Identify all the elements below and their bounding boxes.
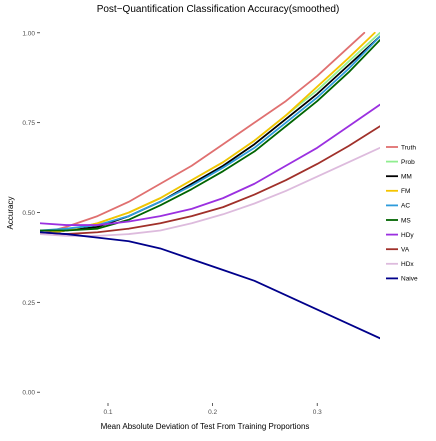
y-tick-label: 1.00 — [22, 30, 35, 37]
x-tick-label: 0.1 — [103, 409, 112, 416]
legend-label-naive: Naive — [401, 276, 418, 283]
series-line-hdx — [40, 146, 380, 237]
legend-label-mm: MM — [401, 174, 412, 181]
y-tick-label: 0.00 — [22, 390, 35, 397]
x-tick-label: 0.2 — [208, 409, 217, 416]
series-line-va — [40, 125, 380, 235]
legend-label-hdy: HDy — [401, 232, 414, 239]
x-axis: 0.1 0.2 0.3 — [103, 403, 322, 416]
legend-label-ms: MS — [401, 217, 411, 224]
x-tick-label: 0.3 — [313, 409, 322, 416]
legend-label-prob: Prob — [401, 159, 415, 166]
legend-label-ac: AC — [401, 203, 410, 210]
series-line-truth — [40, 31, 366, 235]
y-tick-label: 0.25 — [22, 300, 35, 307]
series-line-naive — [40, 231, 380, 340]
legend-label-truth: Truth — [401, 144, 416, 151]
series-line-ms — [40, 39, 380, 232]
y-axis-label: Accuracy — [6, 197, 15, 230]
y-tick-label: 0.75 — [22, 120, 35, 127]
legend: Truth Prob MM FM AC MS HDy VA HDx Naive — [386, 144, 418, 283]
x-axis-label: Mean Absolute Deviation of Test From Tra… — [101, 422, 310, 431]
chart-title: Post−Quantification Classification Accur… — [97, 4, 340, 15]
series-layer — [40, 31, 380, 340]
y-axis: 0.00 0.25 0.50 0.75 1.00 — [22, 30, 40, 397]
y-tick-label: 0.50 — [22, 210, 35, 217]
series-line-hdy — [40, 103, 380, 226]
series-line-mm — [40, 35, 380, 235]
legend-label-hdx: HDx — [401, 261, 414, 268]
series-line-prob — [40, 31, 380, 235]
legend-label-fm: FM — [401, 188, 410, 195]
legend-label-va: VA — [401, 247, 410, 254]
